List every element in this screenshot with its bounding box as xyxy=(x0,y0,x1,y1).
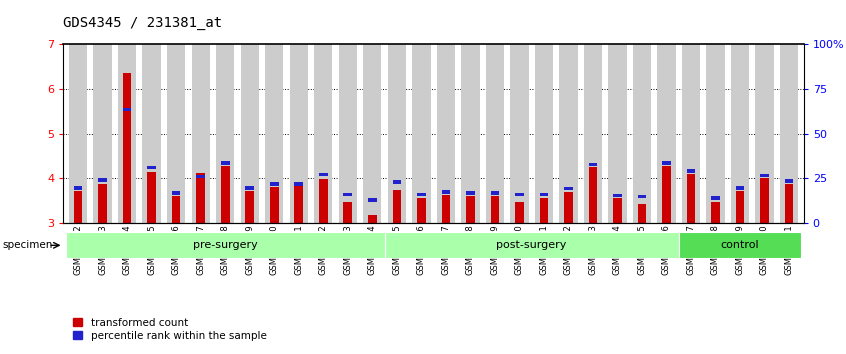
Bar xyxy=(118,44,136,223)
Bar xyxy=(761,174,769,177)
Bar xyxy=(66,232,385,258)
Bar xyxy=(589,167,597,223)
Bar xyxy=(74,191,82,223)
Bar xyxy=(437,44,455,223)
Bar xyxy=(466,191,475,195)
Bar xyxy=(368,216,376,223)
Bar xyxy=(216,44,234,223)
Bar xyxy=(706,44,725,223)
Bar xyxy=(564,192,573,223)
Bar xyxy=(461,44,480,223)
Bar xyxy=(123,108,131,111)
Bar xyxy=(466,196,475,223)
Legend: transformed count, percentile rank within the sample: transformed count, percentile rank withi… xyxy=(69,314,271,345)
Bar xyxy=(731,44,750,223)
Bar xyxy=(221,166,229,223)
Bar xyxy=(142,44,161,223)
Bar xyxy=(687,174,695,223)
Bar xyxy=(393,180,401,184)
Bar xyxy=(98,178,107,182)
Bar xyxy=(385,232,678,258)
Text: specimen: specimen xyxy=(3,240,53,250)
Text: control: control xyxy=(721,240,759,250)
Bar xyxy=(589,163,597,166)
Bar xyxy=(678,232,801,258)
Bar xyxy=(785,184,794,223)
Bar xyxy=(172,196,180,223)
Bar xyxy=(736,191,744,223)
Bar xyxy=(491,191,499,195)
Bar xyxy=(270,187,278,223)
Bar xyxy=(755,44,774,223)
Text: pre-surgery: pre-surgery xyxy=(193,240,257,250)
Bar xyxy=(613,199,622,223)
Bar xyxy=(265,44,283,223)
Bar xyxy=(540,193,548,196)
Bar xyxy=(294,182,303,186)
Bar xyxy=(638,195,646,199)
Bar xyxy=(564,187,573,190)
Bar xyxy=(338,44,357,223)
Bar xyxy=(687,169,695,172)
Bar xyxy=(343,193,352,196)
Bar xyxy=(515,193,524,196)
Bar xyxy=(535,44,553,223)
Bar xyxy=(270,182,278,186)
Bar xyxy=(319,179,327,223)
Bar xyxy=(559,44,578,223)
Bar xyxy=(196,173,205,223)
Bar xyxy=(412,44,431,223)
Bar xyxy=(662,166,671,223)
Bar xyxy=(633,44,651,223)
Bar xyxy=(167,44,185,223)
Bar xyxy=(368,199,376,202)
Text: post-surgery: post-surgery xyxy=(497,240,567,250)
Bar xyxy=(221,161,229,165)
Bar xyxy=(486,44,504,223)
Bar xyxy=(491,196,499,223)
Bar xyxy=(662,161,671,165)
Bar xyxy=(510,44,529,223)
Text: GDS4345 / 231381_at: GDS4345 / 231381_at xyxy=(63,16,222,30)
Bar xyxy=(196,175,205,178)
Bar xyxy=(393,189,401,223)
Bar xyxy=(515,202,524,223)
Bar xyxy=(711,202,720,223)
Bar xyxy=(294,186,303,223)
Bar xyxy=(172,191,180,195)
Bar xyxy=(387,44,406,223)
Bar xyxy=(319,172,327,176)
Bar xyxy=(442,195,450,223)
Bar xyxy=(682,44,700,223)
Bar xyxy=(191,44,210,223)
Bar xyxy=(638,204,646,223)
Bar xyxy=(417,193,426,196)
Bar xyxy=(736,186,744,189)
Bar xyxy=(289,44,308,223)
Bar xyxy=(711,196,720,200)
Bar xyxy=(98,184,107,223)
Bar xyxy=(761,178,769,223)
Bar xyxy=(314,44,332,223)
Bar xyxy=(657,44,676,223)
Bar xyxy=(69,44,87,223)
Bar xyxy=(608,44,627,223)
Bar xyxy=(785,179,794,183)
Bar xyxy=(93,44,112,223)
Bar xyxy=(245,186,254,189)
Bar xyxy=(240,44,259,223)
Bar xyxy=(123,73,131,223)
Bar xyxy=(74,186,82,189)
Bar xyxy=(780,44,798,223)
Bar xyxy=(147,172,156,223)
Bar xyxy=(442,190,450,194)
Bar xyxy=(343,202,352,223)
Bar xyxy=(147,166,156,170)
Bar xyxy=(584,44,602,223)
Bar xyxy=(363,44,382,223)
Bar xyxy=(417,199,426,223)
Bar xyxy=(613,194,622,197)
Bar xyxy=(245,191,254,223)
Bar xyxy=(540,199,548,223)
